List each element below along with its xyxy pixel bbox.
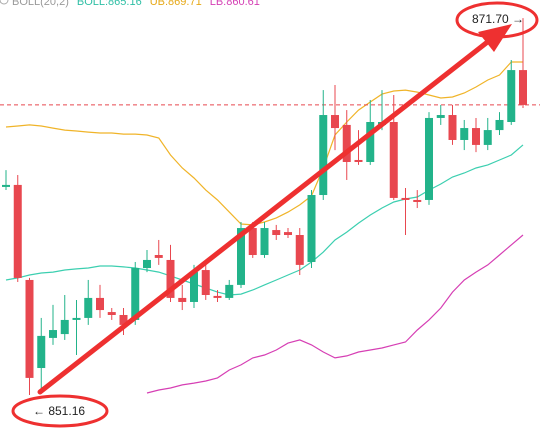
candle-body [460,128,469,140]
candle-body [119,314,128,325]
band-line [5,144,524,296]
candle-body [2,184,10,187]
candle-body [354,159,363,162]
candle-body [143,259,151,269]
candle-body [237,228,245,285]
candle-body [190,272,198,302]
candle-body [166,259,175,298]
candle-body [107,312,116,315]
candle-body [201,270,210,295]
header-label: UB:869.71 [150,0,202,8]
band-line [5,61,523,226]
candle-body [260,228,269,256]
candle-body [342,124,351,162]
candle-body [495,119,504,131]
candle-body [448,115,457,140]
high-label: 871.70 → [472,12,524,26]
candle-body [13,184,22,278]
low-label: ← 851.16 [33,404,85,418]
candle-body [60,319,69,335]
candle-body [248,228,257,256]
trend-arrow [37,37,493,395]
candle-body [319,115,328,196]
candle-body [483,130,492,145]
candle-body [131,268,140,320]
candle-body [436,115,445,118]
annotations: 871.70 → ← 851.16 [11,1,539,428]
candle-body [49,330,57,338]
candle-body [225,284,234,298]
candle-body [413,199,422,202]
candle-body [72,317,81,320]
candle-body [366,121,375,162]
candle-body [295,235,304,265]
candle-body [37,335,46,369]
candle-body [284,232,292,236]
candle-body [425,117,433,200]
plot-area [0,18,540,395]
candle-body [272,230,281,236]
candle-body [507,70,516,122]
candle-body [519,70,527,105]
candle-body [472,128,480,145]
candle-body [178,297,187,302]
header-label: BOLL:865.16 [77,0,142,8]
indicator-icon [0,0,9,5]
header-label: LB:860.61 [210,0,260,8]
candle-body [84,297,93,318]
indicator-header: BOLL(20,2) BOLL:865.16 UB:869.71 LB:860.61 [0,0,260,8]
candle-body [401,197,410,200]
low-circle [11,394,109,428]
candle-body [389,121,398,198]
candle-body [213,295,222,298]
header-label: BOLL(20,2) [12,0,69,8]
candle-body [154,255,163,258]
header-text: BOLL(20,2) BOLL:865.16 UB:869.71 LB:860.61 [12,0,260,8]
candle-body [307,195,316,262]
candle-body [331,115,339,129]
band-line [146,234,524,394]
high-circle [455,1,539,39]
candle-body [25,279,34,378]
candle-body [96,297,104,311]
